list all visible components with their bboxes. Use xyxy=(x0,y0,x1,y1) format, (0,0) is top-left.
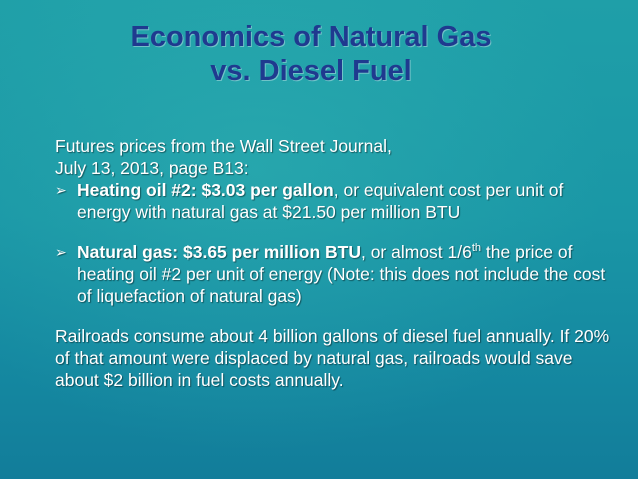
bullet-natural-gas-post: the price of heating oil #2 per unit of … xyxy=(77,242,606,306)
closing-paragraph: Railroads consume about 4 billion gallon… xyxy=(55,326,610,390)
bullet-natural-gas-text: Natural gas: $3.65 per million BTU, or a… xyxy=(77,241,615,307)
bullet-heating-oil-text: Heating oil #2: $3.03 per gallon, or equ… xyxy=(77,179,615,223)
bullet-natural-gas-bold: Natural gas: $3.65 per million BTU xyxy=(77,242,361,262)
intro-line-1: Futures prices from the Wall Street Jour… xyxy=(55,136,392,156)
title-line-1: Economics of Natural Gas xyxy=(130,21,492,53)
slide-title: Economics of Natural Gas vs. Diesel Fuel xyxy=(0,20,622,88)
bullet-natural-gas-pre: , or almost 1/6 xyxy=(360,242,472,262)
title-line-2: vs. Diesel Fuel xyxy=(210,55,412,87)
bullet-heating-oil-rest: , or equivalent cost per unit of energy … xyxy=(77,180,564,222)
arrow-right-icon: ➢ xyxy=(55,244,67,260)
intro-line-2: July 13, 2013, page B13: xyxy=(55,158,249,178)
bullet-natural-gas: ➢ Natural gas: $3.65 per million BTU, or… xyxy=(55,241,615,307)
slide-content: Futures prices from the Wall Street Jour… xyxy=(55,135,615,391)
bullet-natural-gas-sup: th xyxy=(471,242,482,255)
intro-text: Futures prices from the Wall Street Jour… xyxy=(55,135,615,179)
arrow-right-icon: ➢ xyxy=(55,182,67,198)
bullet-heating-oil: ➢ Heating oil #2: $3.03 per gallon, or e… xyxy=(55,179,615,223)
bullet-heating-oil-bold: Heating oil #2: $3.03 per gallon xyxy=(77,180,334,200)
